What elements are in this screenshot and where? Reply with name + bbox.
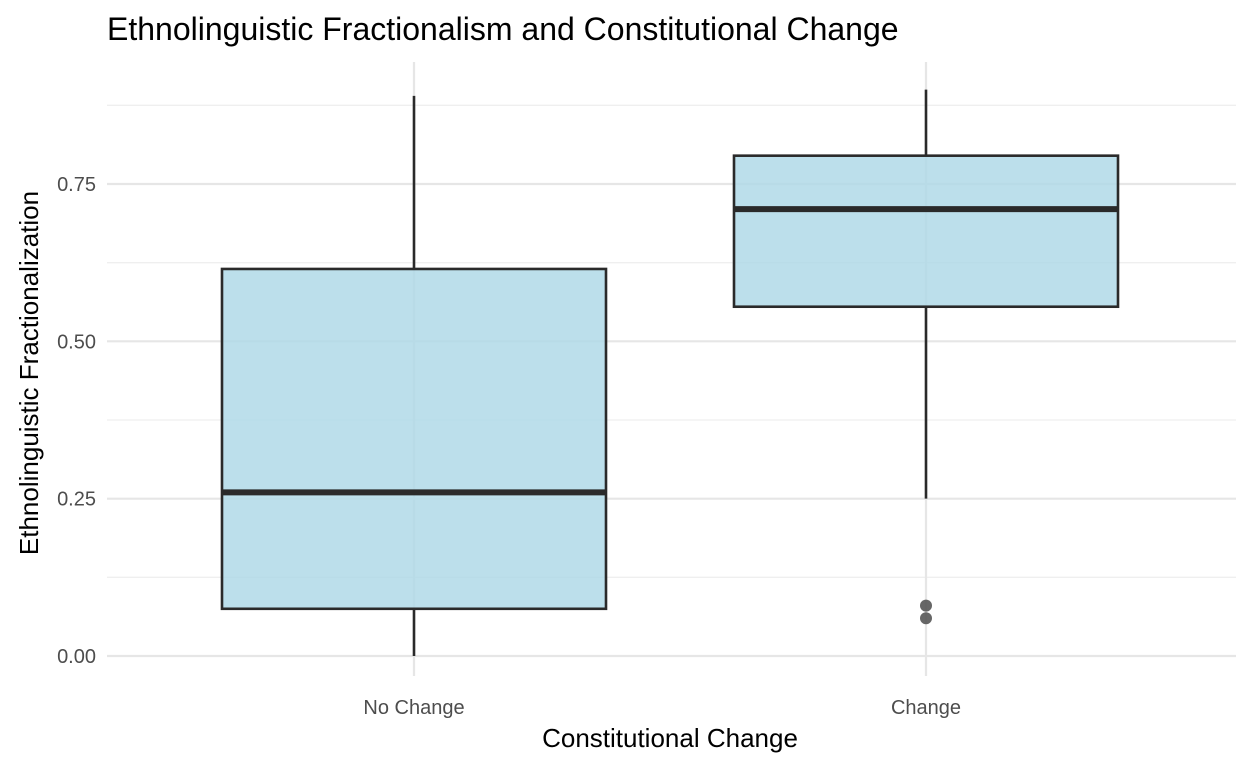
outlier-point [920,599,932,612]
y-tick-label: 0.25 [57,489,96,511]
y-tick-label: 0.50 [57,331,96,353]
y-tick-label: 0.75 [57,174,96,196]
box-group [732,89,1120,625]
outlier-point [920,612,932,625]
tick-layer: 0.00 0.25 0.50 0.75 No Change Change [57,174,961,719]
x-tick-label: No Change [363,697,464,719]
chart-title: Ethnolinguistic Fractionalism and Consti… [107,11,899,47]
x-axis-title: Constitutional Change [542,723,798,753]
y-axis-title: Ethnolinguistic Fractionalization [14,191,44,555]
box-layer [220,89,1120,656]
box-iqr [732,154,1120,309]
x-tick-label: Change [891,697,961,719]
y-tick-label: 0.00 [57,646,96,668]
box-group [220,95,608,656]
box-iqr [220,267,608,611]
